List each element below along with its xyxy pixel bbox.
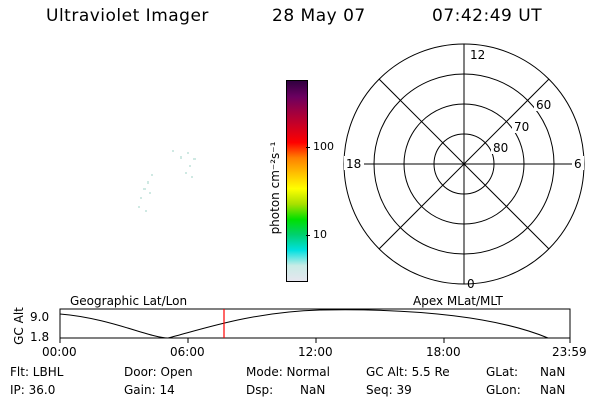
lat-label-70: 70	[514, 120, 529, 134]
glon-value: NaN	[540, 383, 566, 397]
y-tick-1-8: 1.8	[30, 330, 50, 344]
app-title: Ultraviolet Imager	[46, 6, 209, 26]
uv-emission-speckles	[138, 150, 196, 212]
colorbar-gradient	[287, 81, 307, 281]
apex-title: Apex MLat/MLT	[413, 294, 503, 308]
x-tick-2359: 23:59	[552, 345, 587, 359]
ip-readout: IP: 36.0	[10, 383, 56, 397]
colorbar-label-100: 100	[313, 140, 334, 153]
glon-label: GLon:	[486, 383, 521, 397]
mlt-label-6: 6	[574, 157, 582, 171]
dsp-label: Dsp:	[246, 383, 274, 397]
lat-label-60: 60	[536, 98, 551, 112]
mlt-label-0: 0	[467, 277, 475, 291]
mlt-label-18: 18	[346, 157, 361, 171]
lat-label-80: 80	[493, 141, 508, 155]
polar-plot: 12 18 6 0 60 70 80	[343, 43, 585, 291]
observation-time: 07:42:49 UT	[432, 6, 543, 26]
seq-readout: Seq: 39	[366, 383, 412, 397]
observation-date: 28 May 07	[272, 6, 366, 26]
door-readout: Door: Open	[124, 365, 193, 379]
colorbar-tick-10	[306, 235, 310, 236]
mlt-label-12: 12	[470, 48, 485, 62]
x-tick-0000: 00:00	[42, 345, 77, 359]
colorbar-label-10: 10	[313, 228, 327, 241]
mode-readout: Mode: Normal	[246, 365, 330, 379]
x-tick-1200: 12:00	[298, 345, 333, 359]
colorbar	[286, 80, 308, 282]
filter-readout: Flt: LBHL	[10, 365, 64, 379]
glat-label: GLat:	[486, 365, 519, 379]
polar-diagonal-2	[378, 78, 550, 250]
x-tick-0600: 06:00	[170, 345, 205, 359]
altitude-curve	[59, 309, 549, 339]
geographic-title: Geographic Lat/Lon	[70, 294, 188, 308]
gc-alt-readout: GC Alt: 5.5 Re	[366, 365, 450, 379]
orbit-plot-frame	[59, 308, 571, 339]
x-tick-1800: 18:00	[426, 345, 461, 359]
dsp-value: NaN	[300, 383, 326, 397]
gain-readout: Gain: 14	[124, 383, 175, 397]
glat-value: NaN	[540, 365, 566, 379]
y-tick-9: 9.0	[30, 310, 50, 324]
colorbar-tick-100	[306, 147, 310, 148]
